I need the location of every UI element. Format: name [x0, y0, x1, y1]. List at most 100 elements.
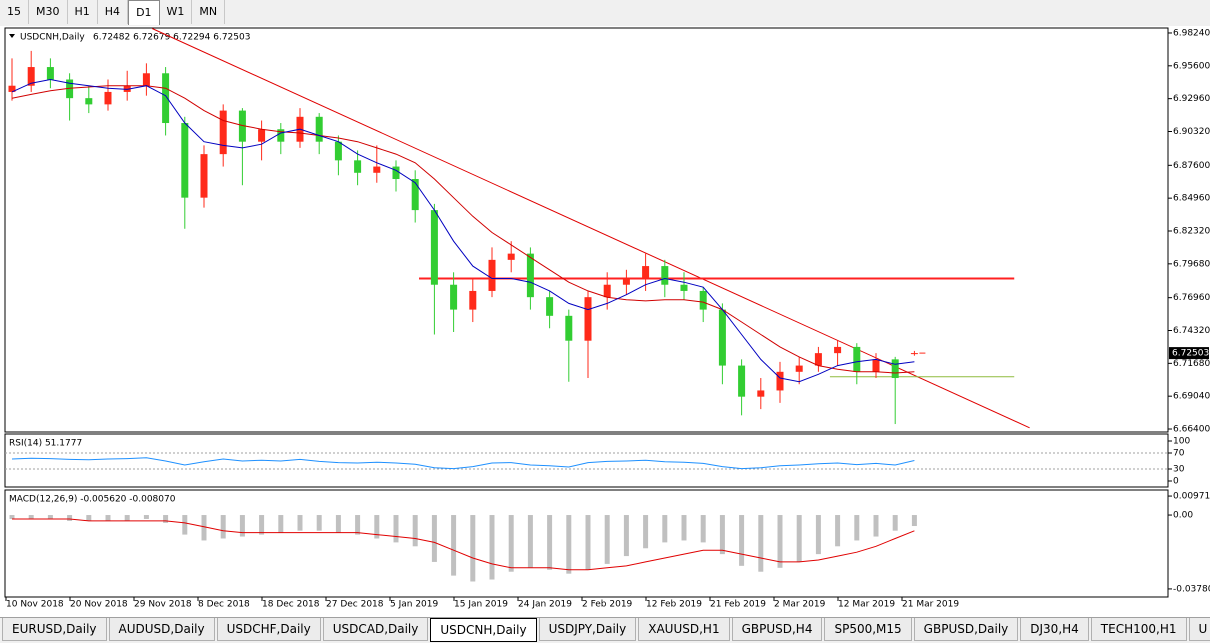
chart-tab[interactable]: DJ30,H4	[1020, 618, 1089, 641]
y-tick-label: -0.037809	[1173, 584, 1210, 594]
x-tick-label: 5 Jan 2019	[390, 600, 438, 610]
candle-body	[469, 290, 477, 310]
candle-body	[162, 73, 170, 124]
macd-bar	[873, 515, 879, 537]
timeframe-button[interactable]: M30	[29, 0, 68, 24]
candle-body	[123, 85, 131, 92]
macd-bar	[796, 515, 802, 562]
macd-bar	[604, 515, 610, 564]
macd-bar	[470, 515, 476, 582]
x-tick-label: 21 Feb 2019	[710, 600, 766, 610]
macd-bar	[719, 515, 725, 555]
macd-bar	[86, 515, 92, 521]
macd-bar	[124, 515, 130, 521]
timeframe-button[interactable]: D1	[128, 0, 160, 25]
timeframe-button[interactable]: H1	[68, 0, 98, 24]
chart-tab[interactable]: SP500,M15	[824, 618, 912, 641]
candle-body	[834, 346, 842, 354]
x-tick-label: 8 Dec 2018	[198, 600, 250, 610]
moving-average-slow	[11, 85, 915, 374]
candle-body	[411, 179, 419, 211]
panel-title: MACD(12,26,9) -0.005620 -0.008070	[9, 495, 176, 505]
candle-body	[661, 266, 669, 285]
macd-bar	[412, 515, 418, 547]
macd-bar	[758, 515, 764, 572]
macd-bar	[835, 515, 841, 547]
macd-bar	[374, 515, 380, 539]
y-tick-label: 6.69040	[1173, 392, 1210, 402]
macd-bar	[431, 515, 437, 562]
chart-tab[interactable]: USDCNH,Daily	[430, 618, 537, 642]
timeframe-button[interactable]: W1	[160, 0, 193, 24]
timeframe-button[interactable]: 15	[0, 0, 29, 24]
candle-body	[814, 353, 822, 366]
macd-bar	[47, 515, 53, 519]
x-tick-label: 18 Dec 2018	[262, 600, 320, 610]
timeframe-button[interactable]: H4	[98, 0, 129, 24]
macd-bar	[67, 515, 73, 521]
candle-body	[718, 309, 726, 366]
last-price-label: 6.72503	[1172, 349, 1209, 359]
candle-body	[238, 110, 246, 142]
x-tick-label: 2 Mar 2019	[774, 600, 826, 610]
y-tick-label: 6.98240	[1173, 28, 1210, 38]
x-tick-label: 12 Feb 2019	[646, 600, 702, 610]
chart-tab[interactable]: U	[1188, 618, 1210, 641]
macd-bar	[566, 515, 572, 574]
panel-frame	[4, 433, 1169, 488]
candle-body	[546, 297, 554, 316]
x-tick-label: 27 Dec 2018	[326, 600, 384, 610]
macd-bar	[547, 515, 553, 570]
candle-body	[526, 253, 534, 298]
chart-tab[interactable]: XAUUSD,H1	[638, 618, 730, 641]
chart-tab[interactable]: GBPUSD,Daily	[913, 618, 1019, 641]
macd-bar	[777, 515, 783, 568]
x-tick-label: 24 Jan 2019	[518, 600, 572, 610]
candle-body	[200, 154, 208, 198]
chart-tab[interactable]: EURUSD,Daily	[2, 618, 107, 641]
candle-body	[66, 79, 74, 99]
macd-bar	[278, 515, 284, 533]
y-tick-label: 6.84960	[1173, 194, 1210, 204]
chart-tab[interactable]: AUDUSD,Daily	[108, 618, 215, 641]
y-tick-label: 6.92960	[1173, 94, 1210, 104]
candle-body	[680, 284, 688, 291]
candle-body	[8, 85, 16, 92]
macd-signal	[12, 518, 915, 571]
macd-bar	[662, 515, 668, 543]
chart-tab[interactable]: USDJPY,Daily	[538, 618, 637, 641]
chart-tab[interactable]: GBPUSD,H4	[731, 618, 823, 641]
macd-bar	[355, 515, 361, 535]
panel-frame	[4, 27, 1169, 433]
panel-title: USDCNH,Daily	[20, 33, 85, 43]
macd-bar	[892, 515, 898, 531]
chart-tab[interactable]: USDCAD,Daily	[322, 618, 429, 641]
candle-body	[354, 160, 362, 173]
chart-tab[interactable]: USDCHF,Daily	[216, 618, 321, 641]
macd-bar	[28, 515, 34, 519]
x-tick-label: 12 Mar 2019	[838, 600, 895, 610]
macd-bar	[316, 515, 322, 531]
candle-body	[891, 359, 899, 379]
x-tick-label: 21 Mar 2019	[902, 600, 959, 610]
candle-body	[46, 67, 54, 80]
x-tick-label: 15 Jan 2019	[454, 600, 508, 610]
macd-bar	[9, 515, 15, 519]
panel-frame	[4, 489, 1169, 598]
candle-body	[488, 259, 496, 291]
y-tick-label: 0.00	[1173, 511, 1193, 521]
x-tick-label: 10 Nov 2018	[6, 600, 64, 610]
timeframe-button[interactable]: MN	[192, 0, 226, 24]
candle-body	[142, 73, 150, 86]
candle-body	[910, 353, 918, 355]
macd-bar	[259, 515, 265, 535]
macd-bar	[585, 515, 591, 570]
moving-average-fast	[11, 78, 915, 383]
macd-bar	[854, 515, 860, 541]
chart-tab[interactable]: TECH100,H1	[1090, 618, 1187, 641]
macd-bar	[489, 515, 495, 580]
rsi-line	[11, 457, 915, 470]
y-tick-label: 0.009719	[1173, 492, 1210, 502]
candle-body	[219, 110, 227, 155]
y-tick-label: 100	[1173, 437, 1190, 447]
